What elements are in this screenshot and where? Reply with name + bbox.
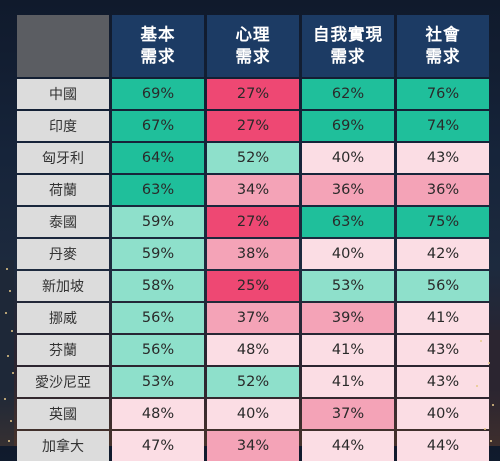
heatmap-cell: 56%: [112, 335, 204, 365]
heatmap-cell: 43%: [397, 335, 489, 365]
heatmap-cell: 40%: [302, 143, 394, 173]
heatmap-cell: 52%: [207, 367, 299, 397]
city-light: [490, 440, 492, 442]
heatmap-cell: 69%: [302, 111, 394, 141]
heatmap-cell: 74%: [397, 111, 489, 141]
heatmap-cell: 41%: [302, 367, 394, 397]
heatmap-cell: 34%: [207, 175, 299, 205]
city-light: [5, 312, 7, 314]
heatmap-cell: 42%: [397, 239, 489, 269]
row-label: 匈牙利: [17, 143, 109, 173]
heatmap-cell: 67%: [112, 111, 204, 141]
heatmap-cell: 38%: [207, 239, 299, 269]
heatmap-cell: 58%: [112, 271, 204, 301]
city-light: [9, 290, 11, 292]
column-header: 自我實現 需求: [302, 15, 394, 77]
heatmap-cell: 63%: [302, 207, 394, 237]
heatmap-cell: 40%: [397, 399, 489, 429]
city-light: [4, 398, 6, 400]
heatmap-cell: 52%: [207, 143, 299, 173]
heatmap-table: 基本 需求 心理 需求 自我實現 需求 社會 需求 中國 69% 27% 62% 76% 印度 67…: [17, 15, 489, 461]
city-light: [476, 385, 478, 387]
heatmap-cell: 27%: [207, 79, 299, 109]
row-label: 加拿大: [17, 431, 109, 461]
heatmap-cell: 40%: [207, 399, 299, 429]
heatmap-cell: 43%: [397, 367, 489, 397]
row-label: 中國: [17, 79, 109, 109]
row-label: 挪威: [17, 303, 109, 333]
row-label: 芬蘭: [17, 335, 109, 365]
row-label: 泰國: [17, 207, 109, 237]
heatmap-cell: 37%: [302, 399, 394, 429]
city-light: [492, 404, 494, 406]
city-light: [8, 440, 10, 442]
column-header: 社會 需求: [397, 15, 489, 77]
heatmap-cell: 41%: [302, 335, 394, 365]
heatmap-cell: 27%: [207, 207, 299, 237]
city-light: [488, 362, 490, 364]
row-label: 荷蘭: [17, 175, 109, 205]
row-label: 丹麥: [17, 239, 109, 269]
row-label: 愛沙尼亞: [17, 367, 109, 397]
heatmap-cell: 41%: [397, 303, 489, 333]
column-header: 基本 需求: [112, 15, 204, 77]
heatmap-cell: 62%: [302, 79, 394, 109]
row-label: 印度: [17, 111, 109, 141]
city-light: [11, 330, 13, 332]
heatmap-cell: 59%: [112, 207, 204, 237]
heatmap-cell: 69%: [112, 79, 204, 109]
row-label: 新加坡: [17, 271, 109, 301]
heatmap-cell: 56%: [112, 303, 204, 333]
city-light: [484, 428, 486, 430]
heatmap-cell: 53%: [112, 367, 204, 397]
heatmap-cell: 36%: [397, 175, 489, 205]
city-light: [480, 340, 482, 342]
heatmap-cell: 36%: [302, 175, 394, 205]
heatmap-cell: 75%: [397, 207, 489, 237]
heatmap-cell: 34%: [207, 431, 299, 461]
heatmap-cell: 44%: [302, 431, 394, 461]
heatmap-cell: 59%: [112, 239, 204, 269]
heatmap-cell: 44%: [397, 431, 489, 461]
heatmap-cell: 27%: [207, 111, 299, 141]
city-light: [10, 420, 12, 422]
city-light: [6, 268, 8, 270]
heatmap-cell: 76%: [397, 79, 489, 109]
heatmap-cell: 47%: [112, 431, 204, 461]
heatmap-cell: 39%: [302, 303, 394, 333]
heatmap-cell: 48%: [112, 399, 204, 429]
table-corner: [17, 15, 109, 77]
heatmap-cell: 64%: [112, 143, 204, 173]
heatmap-cell: 43%: [397, 143, 489, 173]
city-light: [12, 372, 14, 374]
heatmap-cell: 56%: [397, 271, 489, 301]
heatmap-cell: 40%: [302, 239, 394, 269]
city-light: [7, 355, 9, 357]
heatmap-cell: 25%: [207, 271, 299, 301]
heatmap-cell: 63%: [112, 175, 204, 205]
heatmap-cell: 37%: [207, 303, 299, 333]
row-label: 英國: [17, 399, 109, 429]
heatmap-cell: 53%: [302, 271, 394, 301]
column-header: 心理 需求: [207, 15, 299, 77]
background-building: [0, 260, 14, 446]
heatmap-cell: 48%: [207, 335, 299, 365]
